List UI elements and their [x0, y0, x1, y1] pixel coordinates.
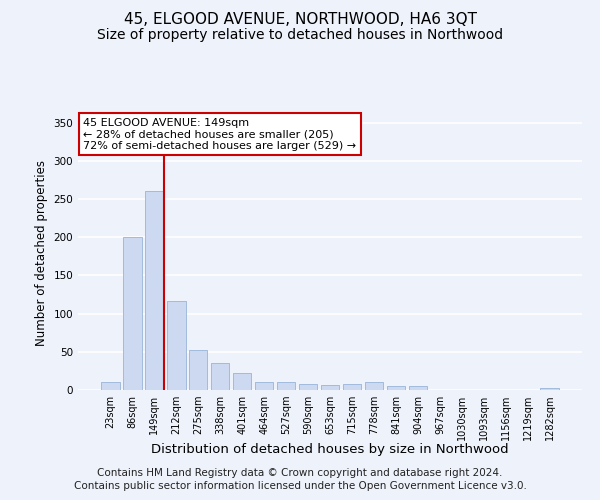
Bar	[189, 350, 208, 390]
Text: Size of property relative to detached houses in Northwood: Size of property relative to detached ho…	[97, 28, 503, 42]
Bar	[233, 373, 251, 390]
Bar	[145, 192, 164, 390]
Bar	[343, 384, 361, 390]
Bar	[409, 386, 427, 390]
Bar	[299, 384, 317, 390]
Bar	[541, 388, 559, 390]
Y-axis label: Number of detached properties: Number of detached properties	[35, 160, 48, 346]
Bar	[123, 237, 142, 390]
Text: 45 ELGOOD AVENUE: 149sqm
← 28% of detached houses are smaller (205)
72% of semi-: 45 ELGOOD AVENUE: 149sqm ← 28% of detach…	[83, 118, 356, 151]
Bar	[277, 382, 295, 390]
Bar	[365, 382, 383, 390]
Text: Distribution of detached houses by size in Northwood: Distribution of detached houses by size …	[151, 442, 509, 456]
Bar	[386, 386, 405, 390]
Bar	[167, 300, 185, 390]
Text: Contains public sector information licensed under the Open Government Licence v3: Contains public sector information licen…	[74, 481, 526, 491]
Text: Contains HM Land Registry data © Crown copyright and database right 2024.: Contains HM Land Registry data © Crown c…	[97, 468, 503, 477]
Bar	[255, 382, 274, 390]
Bar	[320, 384, 340, 390]
Bar	[211, 364, 229, 390]
Text: 45, ELGOOD AVENUE, NORTHWOOD, HA6 3QT: 45, ELGOOD AVENUE, NORTHWOOD, HA6 3QT	[124, 12, 476, 28]
Bar	[101, 382, 119, 390]
